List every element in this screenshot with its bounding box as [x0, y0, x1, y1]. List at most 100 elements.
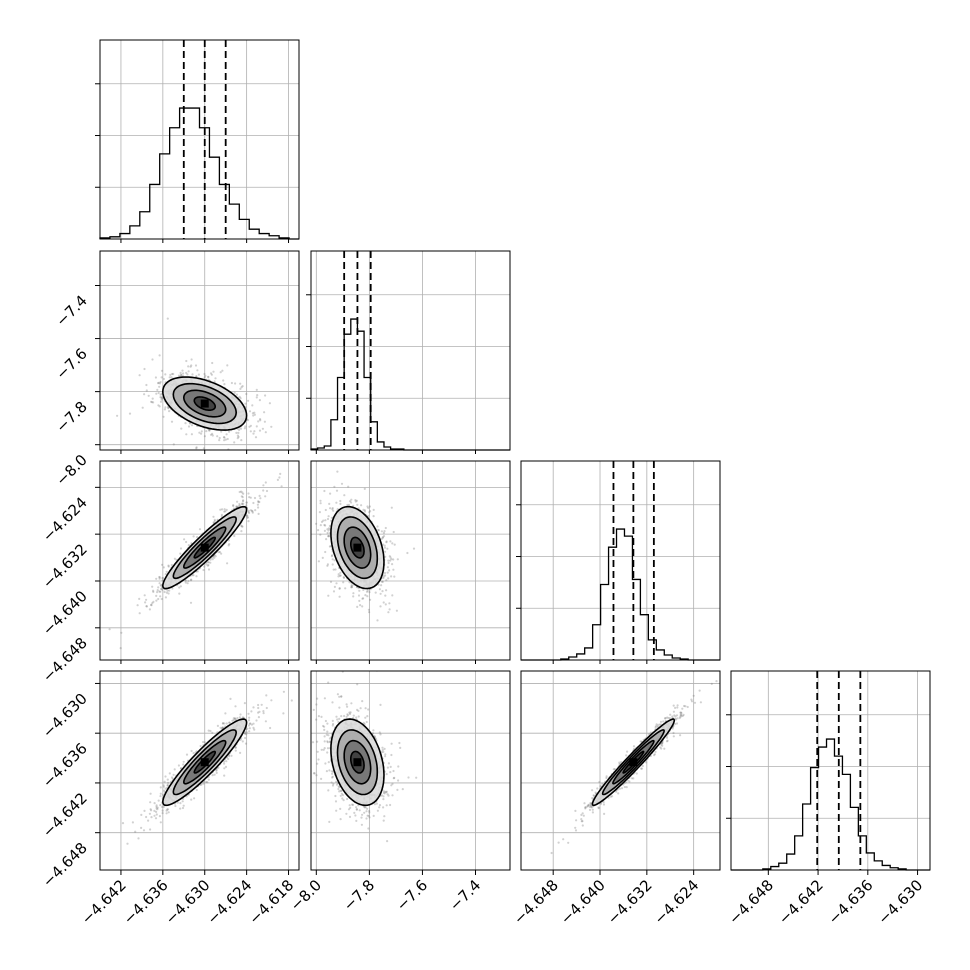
scatter-point: [153, 802, 156, 805]
scatter-point: [247, 510, 250, 514]
scatter-point: [187, 370, 190, 373]
contour-line: [343, 526, 372, 569]
scatter-point: [257, 501, 260, 504]
scatter-point: [218, 550, 221, 554]
scatter-point: [223, 439, 226, 442]
scatter-point: [179, 585, 182, 588]
scatter-point: [167, 407, 170, 410]
scatter-point: [386, 547, 389, 550]
scatter-point: [181, 369, 184, 372]
scatter-point: [333, 559, 336, 562]
scatter-point: [185, 371, 188, 374]
panel-2-1: [307, 460, 511, 664]
scatter-point: [210, 373, 213, 376]
scatter-point: [159, 584, 162, 587]
scatter-point: [155, 599, 158, 602]
scatter-point: [158, 577, 161, 580]
scatter-point: [209, 561, 212, 564]
scatter-point: [240, 524, 243, 527]
scatter-point: [260, 703, 263, 706]
scatter-point: [144, 601, 147, 604]
density-peak: [200, 543, 209, 552]
scatter-point: [238, 428, 241, 432]
scatter-point: [379, 605, 382, 608]
scatter-point: [246, 516, 249, 519]
scatter-point: [229, 697, 232, 701]
scatter-point: [383, 530, 386, 533]
scatter-point: [241, 491, 244, 494]
scatter-point: [203, 435, 206, 438]
scatter-point: [240, 495, 243, 498]
scatter-point: [329, 507, 332, 510]
scatter-point: [138, 374, 141, 377]
scatter-point: [282, 690, 285, 693]
scatter-point: [241, 525, 244, 528]
scatter-point: [324, 550, 327, 554]
scatter-point: [390, 506, 393, 509]
scatter-point: [369, 510, 372, 513]
scatter-point: [254, 436, 258, 439]
scatter-point: [148, 608, 151, 611]
scatter-point: [384, 550, 387, 553]
scatter-point: [384, 526, 387, 530]
scatter-point: [239, 387, 242, 390]
scatter-point: [350, 498, 353, 501]
scatter-point: [180, 374, 183, 377]
scatter-point: [249, 430, 252, 433]
scatter-point: [131, 821, 134, 824]
scatter-point: [200, 430, 203, 433]
scatter-point: [307, 512, 309, 514]
contour-line: [172, 382, 238, 425]
scatter-point: [224, 765, 228, 769]
scatter-point: [239, 397, 242, 400]
scatter-point: [128, 412, 132, 415]
panel-frame: [99, 39, 300, 240]
scatter-point: [255, 388, 258, 391]
scatter-point: [196, 570, 199, 573]
scatter-point: [234, 749, 237, 752]
scatter-point: [348, 500, 352, 503]
scatter-point: [348, 581, 351, 584]
panel-frame: [99, 460, 300, 661]
scatter-point: [184, 581, 187, 584]
scatter-point: [145, 598, 148, 601]
scatter-point: [207, 375, 210, 378]
scatter-point: [381, 536, 384, 539]
scatter-point: [198, 528, 202, 531]
scatter-point: [315, 522, 318, 525]
scatter-point: [207, 778, 210, 781]
scatter-point: [366, 505, 369, 508]
scatter-point: [385, 579, 388, 582]
scatter-point: [251, 510, 254, 513]
scatter-point: [395, 609, 398, 612]
scatter-point: [245, 501, 248, 504]
scatter-point: [317, 560, 320, 563]
panel-2-0: [95, 460, 300, 664]
scatter-point: [246, 727, 249, 730]
scatter-point: [242, 492, 245, 495]
scatter-point: [231, 719, 234, 722]
scatter-point: [212, 515, 215, 518]
scatter-point: [242, 716, 245, 719]
density-peak: [200, 399, 209, 408]
scatter-point: [385, 540, 388, 543]
scatter-point: [352, 504, 355, 507]
scatter-point: [247, 492, 250, 495]
scatter-point: [157, 586, 160, 589]
scatter-point: [391, 563, 394, 566]
scatter-point: [327, 527, 330, 530]
contour-line: [193, 396, 216, 412]
scatter-point: [185, 433, 188, 436]
panel-1-1: [306, 250, 511, 454]
scatter-point: [239, 382, 242, 385]
scatter-point: [162, 805, 165, 809]
scatter-point: [204, 374, 207, 377]
scatter-point: [320, 520, 324, 524]
scatter-point: [162, 377, 165, 381]
scatter-point: [162, 784, 165, 787]
scatter-point: [158, 815, 161, 818]
scatter-point: [329, 492, 332, 495]
scatter-point: [393, 575, 396, 578]
scatter-point: [382, 601, 385, 604]
